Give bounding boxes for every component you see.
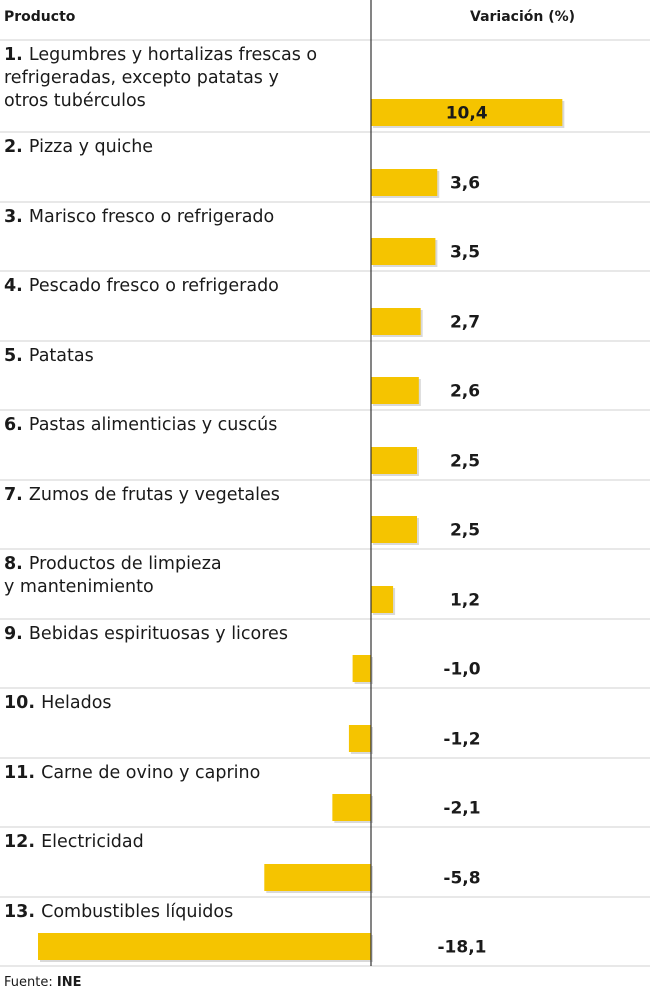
row-number: 7.	[4, 485, 29, 505]
bar	[332, 794, 371, 821]
row-label-line: Combustibles líquidos	[41, 902, 233, 922]
source-prefix: Fuente:	[4, 975, 57, 990]
row-number: 12.	[4, 832, 41, 852]
row-number: 10.	[4, 693, 41, 713]
bar	[371, 308, 421, 335]
header-variacion: Variación (%)	[470, 9, 576, 25]
row-label-line: Legumbres y hortalizas frescas o	[29, 45, 317, 65]
source-note: Fuente: INE	[4, 975, 81, 990]
value-label: 2,5	[450, 452, 480, 472]
bar	[371, 238, 436, 265]
row-label-line: Electricidad	[41, 832, 144, 852]
bar	[352, 655, 371, 682]
row-number: 13.	[4, 902, 41, 922]
value-label: 3,6	[450, 174, 480, 194]
bar	[371, 447, 417, 474]
value-label: -1,2	[443, 730, 480, 750]
value-label: -18,1	[438, 938, 487, 958]
value-label: 3,5	[450, 243, 480, 263]
row-number: 1.	[4, 45, 29, 65]
row-label-line: refrigeradas, excepto patatas y	[4, 68, 279, 88]
row-label: 1. Legumbres y hortalizas frescas o refri…	[4, 45, 317, 111]
row-number: 6.	[4, 415, 29, 435]
row-label: 13. Combustibles líquidos	[4, 902, 233, 922]
bar	[348, 725, 371, 752]
row-number: 3.	[4, 207, 29, 227]
row-number: 9.	[4, 624, 29, 644]
row-label: 3. Marisco fresco o refrigerado	[4, 207, 274, 227]
row-label-line: y mantenimiento	[4, 577, 154, 597]
bar	[371, 377, 419, 404]
row-label: 10. Helados	[4, 693, 112, 713]
value-label: 1,2	[450, 591, 480, 611]
source-name: INE	[56, 975, 82, 990]
row-number: 4.	[4, 276, 29, 296]
value-label: 2,5	[450, 521, 480, 541]
bar	[371, 516, 417, 543]
bar	[371, 99, 563, 126]
row-label: 8. Productos de limpieza y mantenimiento	[4, 554, 222, 597]
row-number: 2.	[4, 137, 29, 157]
row-label: 12. Electricidad	[4, 832, 144, 852]
row-label-line: Zumos de frutas y vegetales	[29, 485, 280, 505]
row-label-line: Bebidas espirituosas y licores	[29, 624, 288, 644]
value-label: -1,0	[443, 660, 480, 680]
row-label-line: otros tubérculos	[4, 91, 146, 111]
value-label: -2,1	[443, 799, 480, 819]
row-label-line: Helados	[41, 693, 111, 713]
row-label-line: Pizza y quiche	[29, 137, 153, 157]
bar	[371, 169, 438, 196]
row-label: 4. Pescado fresco o refrigerado	[4, 276, 279, 296]
row-number: 5.	[4, 346, 29, 366]
bar	[371, 586, 394, 613]
header-producto: Producto	[4, 9, 76, 25]
row-label: 2. Pizza y quiche	[4, 137, 153, 157]
value-label: 2,6	[450, 382, 480, 402]
bar	[264, 864, 371, 891]
row-label: 7. Zumos de frutas y vegetales	[4, 485, 280, 505]
row-label-line: Productos de limpieza	[29, 554, 222, 574]
row-label-line: Marisco fresco o refrigerado	[29, 207, 274, 227]
value-label: 2,7	[450, 313, 480, 333]
row-label: 11. Carne de ovino y caprino	[4, 763, 260, 783]
row-number: 11.	[4, 763, 41, 783]
row-label-line: Carne de ovino y caprino	[41, 763, 260, 783]
value-label: 10,4	[446, 104, 488, 124]
row-label-line: Pastas alimenticias y cuscús	[29, 415, 277, 435]
row-label-line: Pescado fresco o refrigerado	[29, 276, 279, 296]
value-label: -5,8	[443, 869, 480, 889]
row-label-line: Patatas	[29, 346, 94, 366]
row-label: 9. Bebidas espirituosas y licores	[4, 624, 288, 644]
row-label: 6. Pastas alimenticias y cuscús	[4, 415, 277, 435]
row-number: 8.	[4, 554, 29, 574]
row-label: 5. Patatas	[4, 346, 94, 366]
bar	[38, 933, 371, 960]
